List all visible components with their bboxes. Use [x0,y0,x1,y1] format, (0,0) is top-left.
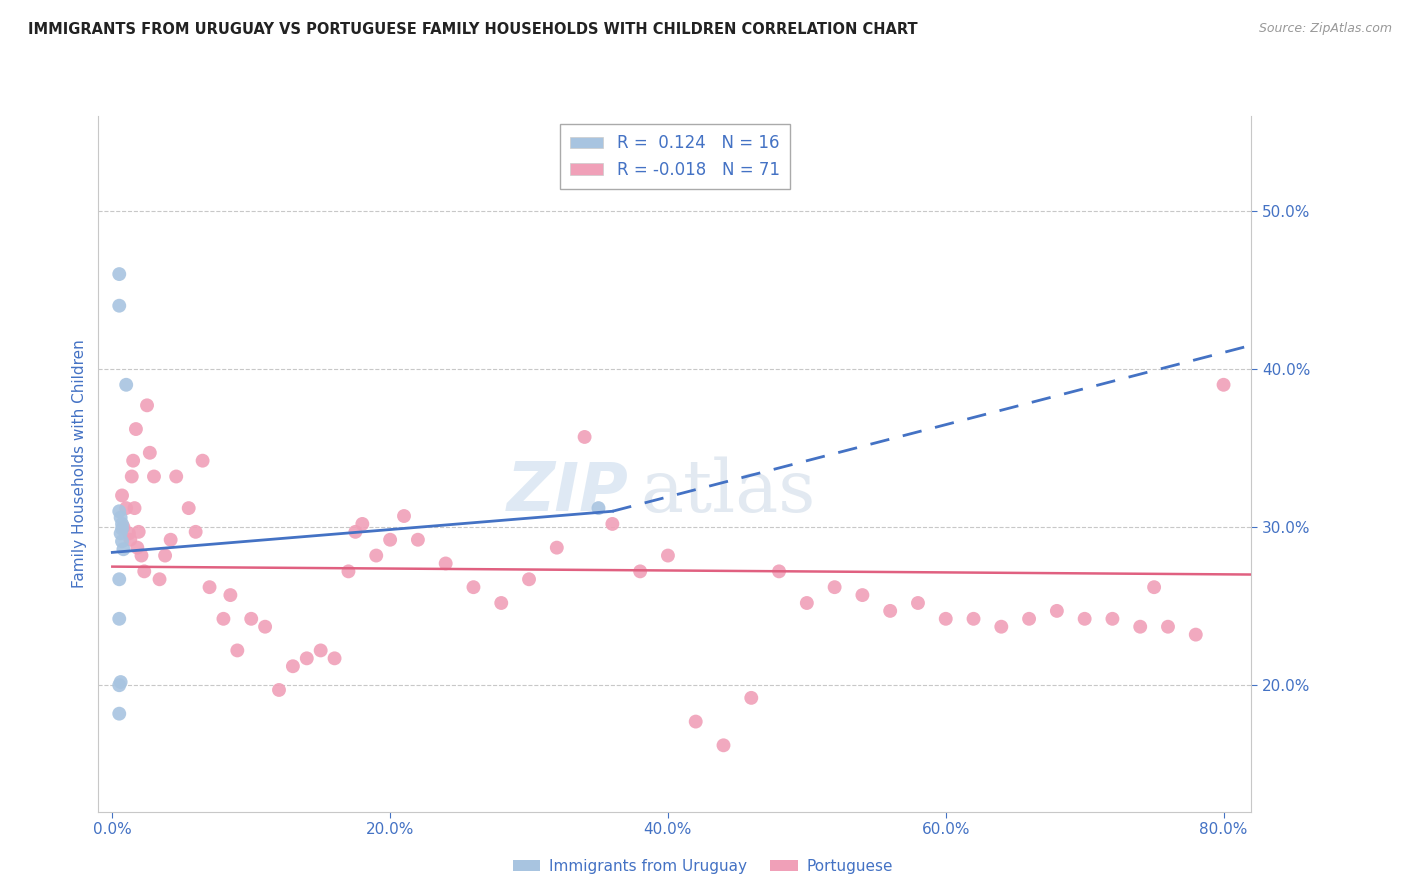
Point [588,501,610,516]
Text: ZIP: ZIP [508,458,628,524]
Point [1143,580,1166,594]
Point [295,651,318,665]
Point [148,572,170,586]
Point [392,508,415,523]
Point [219,588,242,602]
Point [546,541,568,555]
Point [796,596,818,610]
Point [879,604,901,618]
Text: IMMIGRANTS FROM URUGUAY VS PORTUGUESE FAMILY HOUSEHOLDS WITH CHILDREN CORRELATIO: IMMIGRANTS FROM URUGUAY VS PORTUGUESE FA… [28,22,918,37]
Point [1073,612,1095,626]
Point [125,422,148,436]
Point [337,565,360,579]
Point [124,501,146,516]
Point [108,572,131,586]
Point [110,675,132,690]
Point [1018,612,1040,626]
Point [602,516,624,531]
Point [108,504,131,518]
Point [713,739,735,753]
Point [177,501,200,516]
Legend: R =  0.124   N = 16, R = -0.018   N = 71: R = 0.124 N = 16, R = -0.018 N = 71 [560,124,790,188]
Point [165,469,187,483]
Point [323,651,346,665]
Point [1212,377,1234,392]
Point [108,267,131,281]
Point [240,612,263,626]
Text: Source: ZipAtlas.com: Source: ZipAtlas.com [1258,22,1392,36]
Point [108,706,131,721]
Point [309,643,332,657]
Point [108,612,131,626]
Point [907,596,929,610]
Point [685,714,707,729]
Point [111,488,134,502]
Point [212,612,235,626]
Point [136,398,159,412]
Point [198,580,221,594]
Point [134,565,156,579]
Point [112,542,135,557]
Legend: Immigrants from Uruguay, Portuguese: Immigrants from Uruguay, Portuguese [506,853,900,880]
Point [254,620,277,634]
Point [111,516,134,531]
Point [1129,620,1152,634]
Point [115,501,138,516]
Point [366,549,388,563]
Point [191,453,214,467]
Point [463,580,485,594]
Point [159,533,181,547]
Point [740,690,762,705]
Point [574,430,596,444]
Point [824,580,846,594]
Point [352,516,374,531]
Point [1157,620,1180,634]
Point [108,299,131,313]
Point [990,620,1012,634]
Point [110,510,132,524]
Point [434,557,457,571]
Point [118,526,141,541]
Point [628,565,651,579]
Point [1101,612,1123,626]
Point [122,453,145,467]
Point [112,520,135,534]
Point [1046,604,1069,618]
Point [139,446,162,460]
Point [267,683,290,698]
Point [115,377,138,392]
Point [657,549,679,563]
Point [962,612,984,626]
Point [143,469,166,483]
Point [184,524,207,539]
Point [128,524,150,539]
Point [120,533,142,547]
Text: atlas: atlas [640,457,815,527]
Point [935,612,957,626]
Point [344,524,367,539]
Point [406,533,429,547]
Point [127,541,149,555]
Point [768,565,790,579]
Y-axis label: Family Households with Children: Family Households with Children [72,340,87,588]
Point [121,469,143,483]
Point [1184,627,1206,641]
Point [153,549,176,563]
Point [110,526,132,541]
Point [111,522,134,536]
Point [108,678,131,692]
Point [378,533,401,547]
Point [491,596,513,610]
Point [131,549,153,563]
Point [281,659,304,673]
Point [851,588,873,602]
Point [226,643,249,657]
Point [111,534,134,549]
Point [517,572,540,586]
